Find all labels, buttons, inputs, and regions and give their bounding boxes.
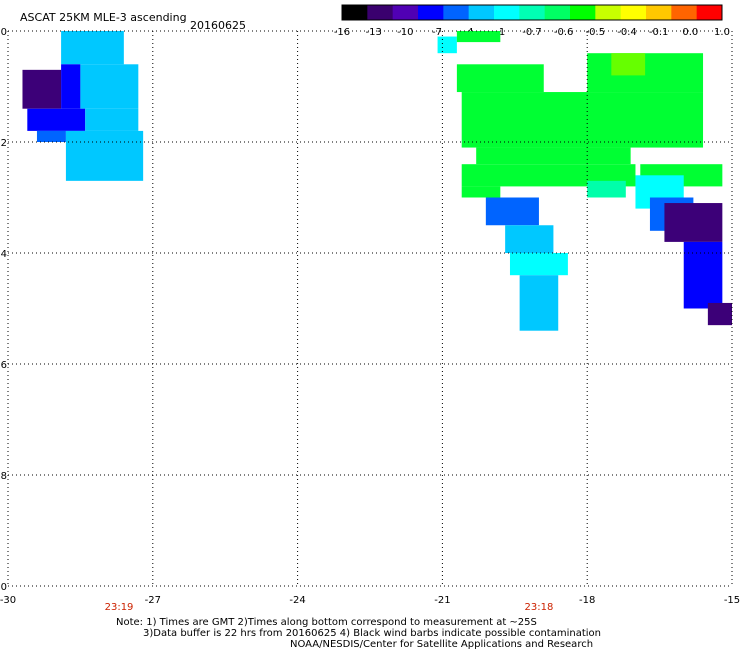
colorbar-swatch: [342, 5, 368, 20]
data-cell: [80, 64, 139, 109]
colorbar-swatch: [392, 5, 419, 20]
data-cell: [36, 130, 66, 142]
colorbar-swatch: [620, 5, 647, 20]
y-tick-label: -24: [0, 249, 7, 260]
data-cell: [65, 130, 144, 142]
colorbar-swatch: [468, 5, 495, 20]
y-tick-label: -30: [0, 582, 7, 593]
data-cell: [476, 147, 631, 165]
colorbar-tick-label: -1: [495, 27, 505, 38]
x-tick-label: -15: [724, 595, 740, 606]
x-tick-label: -30: [0, 595, 16, 606]
data-cell: [461, 92, 704, 148]
data-cell: [65, 142, 144, 181]
data-cell: [505, 225, 554, 253]
data-cell: [456, 31, 501, 43]
data-cell: [61, 64, 81, 109]
colorbar-tick-label: -0.6: [554, 27, 574, 38]
data-cell: [509, 253, 568, 276]
colorbar-swatch: [646, 5, 672, 20]
chart-title: ASCAT 25KM MLE-3 ascending: [20, 11, 187, 24]
footer-note-1: Note: 1) Times are GMT 2)Times along bot…: [116, 617, 537, 628]
colorbar-swatch: [671, 5, 698, 20]
colorbar-swatch: [570, 5, 596, 20]
colorbar-tick-label: -7: [432, 27, 442, 38]
x-tick-label: -21: [434, 595, 450, 606]
y-tick-label: -22: [0, 138, 7, 149]
colorbar-swatch: [544, 5, 571, 20]
colorbar-swatch: [443, 5, 470, 20]
data-cell: [519, 275, 559, 331]
colorbar-tick-label: -10: [397, 27, 413, 38]
data-cell: [437, 36, 457, 54]
colorbar-tick-label: 1.0: [714, 27, 730, 38]
colorbar-frame: [341, 4, 723, 21]
axes: -30 -27 -24 -21 -18 -15 -20 -22 -24 -26 -28 -30: [0, 27, 740, 606]
colorbar-tick-label: -0.7: [522, 27, 542, 38]
data-cell: [707, 302, 732, 326]
data-cell: [461, 186, 501, 198]
data-cell: [587, 180, 626, 198]
time-labels: 23:19 23:18: [105, 602, 554, 613]
data-cell: [664, 203, 723, 242]
time-label: 23:19: [105, 602, 134, 613]
footer-credit: NOAA/NESDIS/Center for Satellite Applica…: [290, 639, 593, 650]
x-tick-label: -18: [579, 595, 595, 606]
colorbar-swatch: [418, 5, 444, 20]
data-cell: [456, 64, 544, 93]
chart-date: 20160625: [190, 19, 246, 32]
colorbar-swatch: [519, 5, 546, 20]
data-cell: [683, 241, 723, 309]
y-tick-label: -26: [0, 360, 7, 371]
data-cell: [85, 108, 139, 131]
data-cell: [61, 31, 124, 65]
colorbar-tick-label: -0.1: [649, 27, 669, 38]
colorbar-swatch: [367, 5, 394, 20]
footer-note-2: 3)Data buffer is 22 hrs from 20160625 4)…: [143, 628, 601, 639]
colorbar-swatch: [696, 5, 723, 20]
data-cell: [461, 164, 636, 187]
colorbar-swatch: [494, 5, 520, 20]
y-tick-label: -28: [0, 471, 7, 482]
y-tick-label: -20: [0, 27, 7, 38]
data-cell: [22, 69, 62, 109]
colorbar-tick-label: 0.0: [682, 27, 698, 38]
x-tick-label: -27: [145, 595, 161, 606]
colorbar-tick-label: -0.4: [617, 27, 637, 38]
data-cell: [611, 53, 646, 76]
data-cell: [485, 197, 539, 226]
colorbar: -16-13-10-7-4-1-0.7-0.6-0.5-0.4-0.10.01.…: [334, 4, 730, 38]
x-tick-label: -24: [289, 595, 305, 606]
grid-lines: [7, 30, 733, 587]
colorbar-tick-label: -13: [365, 27, 381, 38]
colorbar-swatch: [595, 5, 622, 20]
data-cells: [22, 31, 732, 331]
colorbar-tick-label: -16: [334, 27, 350, 38]
time-label: 23:18: [525, 602, 554, 613]
colorbar-tick-label: -0.5: [586, 27, 606, 38]
data-cell: [27, 108, 86, 131]
